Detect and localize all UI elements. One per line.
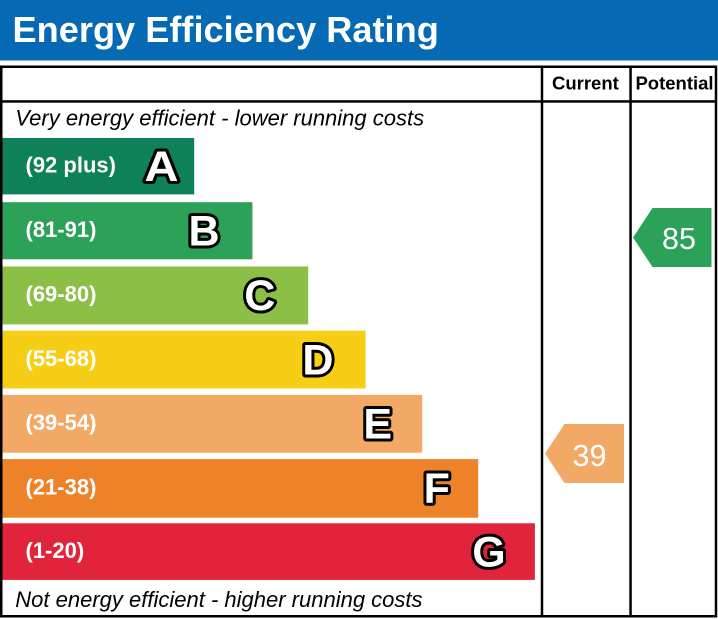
svg-text:Energy Efficiency Rating: Energy Efficiency Rating — [13, 9, 439, 50]
svg-text:A: A — [144, 142, 178, 191]
svg-text:C: C — [244, 272, 275, 320]
svg-text:D: D — [302, 336, 333, 384]
svg-text:(69-80): (69-80) — [26, 282, 97, 307]
svg-text:(81-91): (81-91) — [26, 217, 97, 242]
svg-text:Not energy efficient - higher: Not energy efficient - higher running co… — [15, 587, 422, 612]
svg-text:(55-68): (55-68) — [26, 346, 97, 371]
svg-text:(92 plus): (92 plus) — [26, 152, 116, 177]
svg-text:E: E — [363, 401, 392, 449]
svg-text:(21-38): (21-38) — [26, 475, 97, 500]
svg-text:39: 39 — [573, 439, 607, 473]
svg-text:(1-20): (1-20) — [26, 538, 85, 563]
svg-text:Potential: Potential — [635, 73, 713, 94]
svg-text:Current: Current — [552, 73, 619, 94]
svg-text:Very energy efficient - lower: Very energy efficient - lower running co… — [15, 106, 424, 131]
svg-text:G: G — [472, 529, 505, 577]
svg-text:(39-54): (39-54) — [26, 410, 97, 435]
svg-text:B: B — [188, 208, 219, 256]
svg-text:85: 85 — [662, 222, 696, 256]
svg-text:F: F — [424, 465, 450, 513]
